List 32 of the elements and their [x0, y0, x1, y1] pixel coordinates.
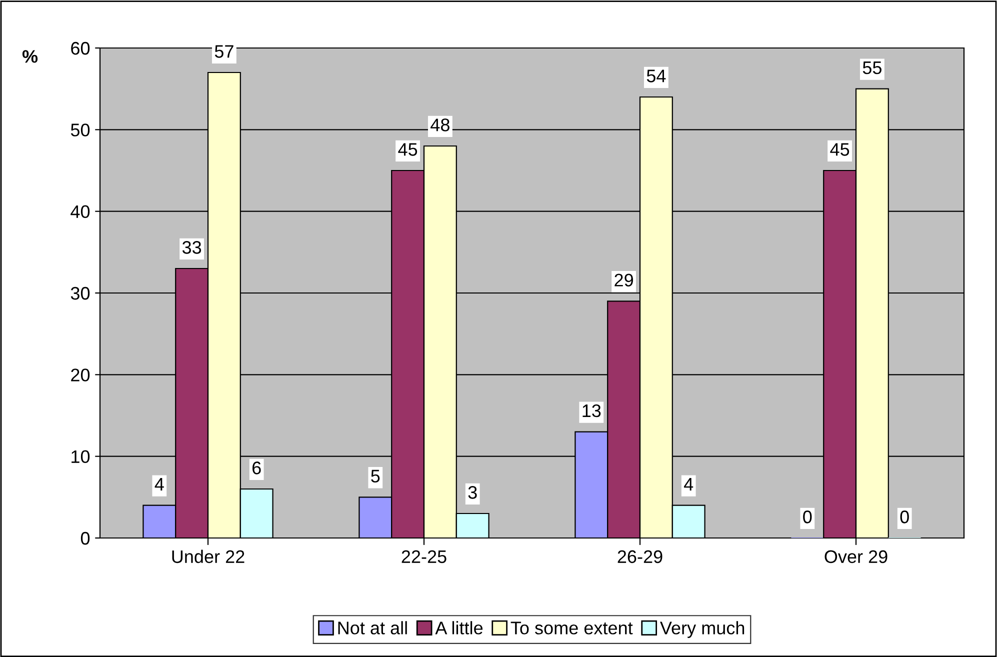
- legend-label: A little: [435, 621, 483, 634]
- data-label: 54: [646, 70, 666, 82]
- data-label: 29: [614, 274, 633, 286]
- data-label: 5: [371, 470, 380, 482]
- x-tick-label: Over 29: [824, 550, 888, 564]
- y-tick-label: 20: [71, 368, 90, 382]
- data-label: 13: [582, 404, 601, 418]
- data-label: 57: [214, 45, 234, 58]
- x-tick-label: 22-25: [402, 550, 446, 564]
- y-tick-label: 40: [70, 205, 90, 218]
- data-label: 4: [684, 478, 694, 490]
- data-label: 45: [830, 143, 850, 156]
- data-label: 3: [468, 486, 477, 499]
- data-label: 55: [862, 62, 882, 74]
- y-tick-label: 50: [70, 124, 90, 136]
- x-tick-label: Under 22: [172, 550, 244, 564]
- data-label: 33: [182, 241, 202, 254]
- data-label: 0: [803, 510, 812, 524]
- data-label: 45: [398, 143, 418, 156]
- y-tick-label: 60: [71, 42, 90, 55]
- y-tick-label: 0: [80, 532, 90, 545]
- data-label: 6: [252, 462, 261, 474]
- legend-label: Not at all: [338, 621, 407, 634]
- x-tick-label: 26-29: [618, 550, 662, 564]
- data-label: 4: [154, 478, 164, 490]
- data-label: 48: [430, 118, 450, 132]
- legend-label: Very much: [660, 621, 744, 638]
- legend-label: To some extent: [510, 622, 633, 634]
- data-label: 0: [900, 510, 909, 524]
- y-tick-label: 10: [72, 450, 90, 464]
- y-axis-title: %: [22, 50, 38, 63]
- y-tick-label: 30: [70, 286, 90, 300]
